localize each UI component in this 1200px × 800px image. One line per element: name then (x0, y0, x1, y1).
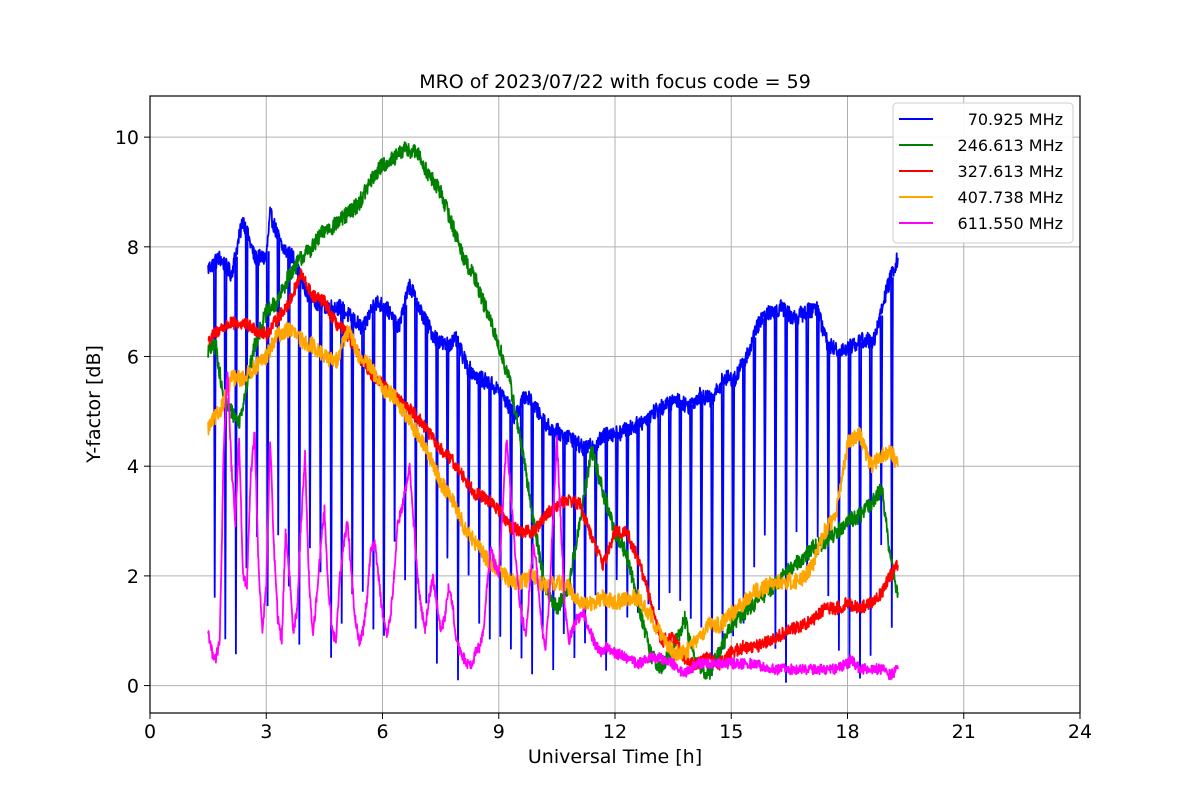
legend-label: 611.550 MHz (958, 214, 1063, 233)
series-line (207, 141, 899, 680)
legend-box (892, 102, 1074, 244)
x-tick-label: 3 (260, 721, 272, 743)
series-line (207, 268, 899, 671)
x-tick-label: 6 (376, 721, 388, 743)
x-tick-label: 0 (144, 721, 156, 743)
series-line (207, 321, 899, 662)
series-dips (213, 228, 894, 683)
y-axis-title: Y-factor [dB] (83, 345, 105, 464)
y-tick-label: 0 (127, 676, 139, 698)
y-tick-label: 10 (115, 127, 139, 149)
y-tick-label: 6 (127, 347, 139, 369)
x-tick-label: 21 (952, 721, 976, 743)
x-tick-label: 18 (835, 721, 859, 743)
x-tick-label: 9 (493, 721, 505, 743)
series-line (207, 371, 899, 681)
legend-label: 246.613 MHz (958, 136, 1063, 155)
chart-title: MRO of 2023/07/22 with focus code = 59 (419, 71, 811, 93)
x-tick-label: 15 (719, 721, 743, 743)
legend-label: 327.613 MHz (958, 162, 1063, 181)
x-tick-label: 12 (603, 721, 627, 743)
legend: 70.925 MHz 246.613 MHz 327.613 MHz 407.738 … (892, 102, 1074, 244)
legend-label: 70.925 MHz (968, 110, 1063, 129)
x-tick-label: 24 (1068, 721, 1092, 743)
y-tick-label: 2 (127, 566, 139, 588)
plot-area (207, 141, 899, 683)
y-tick-label: 8 (127, 237, 139, 259)
x-axis-title: Universal Time [h] (528, 746, 702, 768)
y-tick-label: 4 (127, 456, 139, 478)
legend-label: 407.738 MHz (958, 188, 1063, 207)
